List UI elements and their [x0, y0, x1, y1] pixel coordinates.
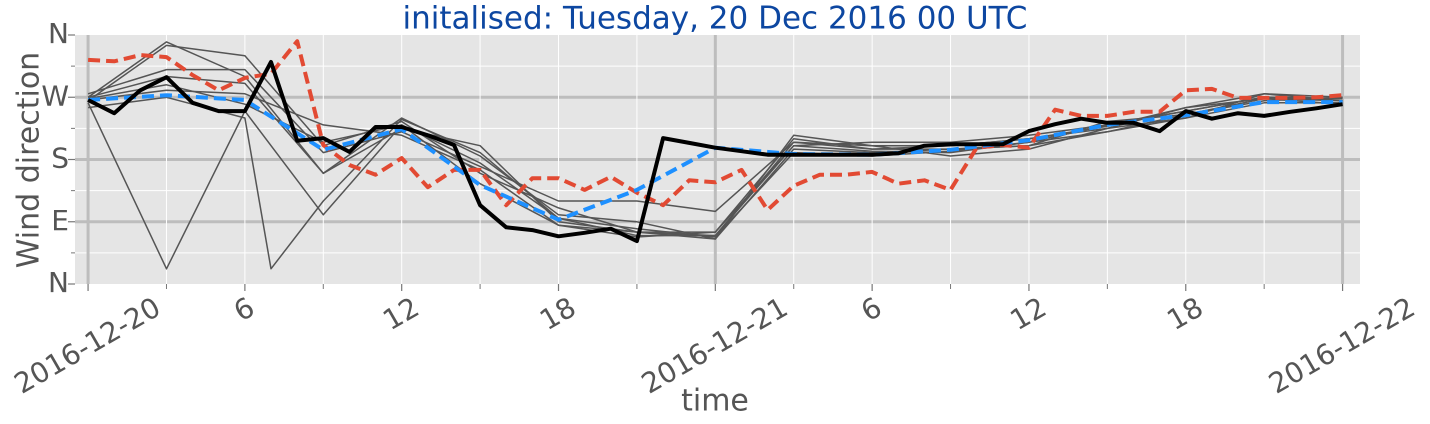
y-tick-label: N — [48, 17, 69, 50]
x-tick-label: 18 — [534, 291, 581, 337]
series-line — [87, 44, 1343, 233]
lines — [87, 39, 1343, 270]
x-tick-label: 6 — [855, 291, 887, 328]
series-line — [88, 96, 1343, 270]
x-tick-label: 12 — [377, 291, 424, 337]
chart-title: initalised: Tuesday, 20 Dec 2016 00 UTC — [403, 1, 1028, 37]
x-axis-label: time — [681, 384, 749, 419]
x-tick-label: 12 — [1005, 291, 1052, 337]
x-tick-label: 2016-12-20 — [9, 291, 166, 401]
x-tick-label: 6 — [228, 291, 260, 328]
series-line — [87, 60, 1343, 244]
y-tick-label: E — [51, 204, 69, 237]
y-tick-label: W — [41, 79, 69, 112]
y-axis-label: Wind direction — [12, 52, 47, 268]
y-tick-label: N — [48, 266, 69, 299]
x-tick-label: 18 — [1161, 291, 1208, 337]
x-tick-label: 2016-12-22 — [1263, 291, 1420, 401]
series-line — [87, 39, 1343, 212]
y-tick-label: S — [51, 142, 69, 175]
